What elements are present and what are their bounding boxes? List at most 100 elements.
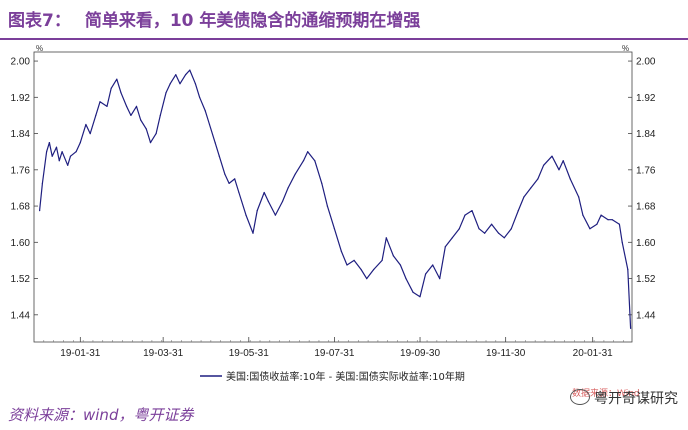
data-point bbox=[252, 232, 254, 234]
data-point bbox=[611, 219, 613, 221]
data-point bbox=[471, 210, 473, 212]
data-point bbox=[498, 232, 500, 234]
data-point bbox=[478, 228, 480, 230]
legend-label: 美国:国债收益率:10年 - 美国:国债实际收益率:10年期 bbox=[226, 370, 465, 383]
x-tick-label: 19-03-31 bbox=[143, 348, 183, 359]
data-point bbox=[419, 296, 421, 298]
data-point bbox=[159, 114, 161, 116]
data-point bbox=[589, 228, 591, 230]
data-point bbox=[116, 78, 118, 80]
chart: % 1.44 1.52 1.60 1.68 1.76 1.84 1.92 2.00 % 1.44 1… bbox=[11, 44, 656, 383]
data-point bbox=[558, 169, 560, 171]
data-point bbox=[392, 255, 394, 257]
data-point bbox=[444, 246, 446, 248]
data-point bbox=[79, 142, 81, 144]
data-point bbox=[58, 160, 60, 162]
data-point bbox=[385, 237, 387, 239]
data-point bbox=[458, 228, 460, 230]
data-point bbox=[326, 205, 328, 207]
data-point bbox=[149, 142, 152, 144]
data-point bbox=[145, 128, 147, 130]
y-tick-label-right: 1.44 bbox=[636, 310, 656, 321]
data-point bbox=[287, 187, 289, 189]
y-tick-label-left: 1.60 bbox=[11, 238, 31, 249]
y-tick-label-right: 2.00 bbox=[636, 57, 656, 68]
data-point bbox=[399, 264, 401, 266]
x-tick-label: 19-11-30 bbox=[486, 348, 526, 359]
data-point bbox=[381, 259, 383, 261]
series-line bbox=[39, 69, 632, 329]
data-point bbox=[618, 223, 621, 225]
data-point bbox=[169, 83, 171, 85]
data-point bbox=[75, 151, 77, 153]
data-point bbox=[307, 151, 309, 153]
data-point bbox=[263, 191, 265, 194]
data-point bbox=[551, 155, 553, 157]
y-tick-label-right: 1.68 bbox=[636, 202, 656, 213]
data-point bbox=[39, 210, 41, 212]
y-tick-label-left: 1.52 bbox=[11, 274, 31, 285]
figure-title: 图表7： 简单来看，10 年美债隐含的通缩预期在增强 bbox=[8, 6, 420, 31]
y-unit-right: % bbox=[622, 44, 629, 53]
data-source-stamp: 数据来源：Wind bbox=[572, 389, 640, 399]
data-point bbox=[135, 105, 138, 107]
data-point bbox=[238, 191, 240, 194]
data-point bbox=[214, 142, 216, 144]
data-point bbox=[67, 164, 69, 166]
data-point bbox=[596, 223, 598, 225]
data-point bbox=[366, 278, 368, 280]
series-layer bbox=[39, 69, 632, 329]
data-point bbox=[294, 173, 296, 175]
data-point bbox=[582, 214, 584, 216]
legend: 美国:国债收益率:10年 - 美国:国债实际收益率:10年期 bbox=[200, 370, 465, 383]
x-axis: 19-01-31 19-03-31 19-05-31 19-07-31 19-09-30… bbox=[43, 337, 624, 359]
x-tick-label: 19-07-31 bbox=[314, 348, 354, 359]
data-point bbox=[51, 155, 53, 157]
data-point bbox=[110, 87, 112, 89]
data-point bbox=[621, 241, 623, 243]
data-point bbox=[165, 92, 167, 94]
data-point bbox=[530, 187, 532, 189]
wechat-watermark: 粤开奇谋研究 bbox=[570, 388, 678, 408]
data-point bbox=[155, 133, 157, 135]
x-tick-label: 20-01-31 bbox=[573, 348, 613, 359]
data-point bbox=[185, 74, 187, 76]
data-point bbox=[412, 291, 414, 293]
data-point bbox=[451, 237, 453, 239]
data-point bbox=[61, 151, 63, 153]
data-point bbox=[224, 173, 226, 175]
data-point bbox=[204, 110, 206, 112]
data-point bbox=[484, 232, 486, 234]
data-point bbox=[425, 273, 427, 275]
data-point bbox=[69, 155, 72, 157]
figure-label: 图表7： bbox=[8, 11, 71, 31]
data-point bbox=[189, 69, 191, 71]
title-divider bbox=[0, 38, 688, 40]
y-tick-label-left: 2.00 bbox=[11, 57, 31, 68]
data-point bbox=[340, 250, 342, 252]
data-point bbox=[333, 228, 335, 230]
data-point bbox=[432, 264, 434, 266]
x-tick-label: 19-05-31 bbox=[229, 348, 269, 359]
plot-frame bbox=[33, 51, 633, 343]
data-point bbox=[234, 178, 236, 180]
data-point bbox=[600, 214, 602, 216]
data-point bbox=[140, 119, 142, 121]
data-point bbox=[199, 96, 201, 98]
y-unit-left: % bbox=[36, 44, 43, 53]
data-point bbox=[562, 160, 564, 162]
data-point bbox=[578, 196, 580, 198]
y-tick-label-right: 1.60 bbox=[636, 238, 656, 249]
x-tick-label: 19-01-31 bbox=[60, 348, 100, 359]
data-point bbox=[346, 264, 348, 266]
figure-title-text: 简单来看，10 年美债隐含的通缩预期在增强 bbox=[84, 11, 421, 31]
y-axis-left: % 1.44 1.52 1.60 1.68 1.76 1.84 1.92 2.00 bbox=[11, 44, 44, 321]
data-point bbox=[439, 278, 441, 280]
data-point bbox=[228, 182, 230, 184]
data-point bbox=[48, 142, 51, 144]
data-point bbox=[503, 237, 505, 239]
data-point bbox=[302, 160, 305, 162]
data-point bbox=[607, 219, 609, 221]
data-point bbox=[130, 114, 132, 116]
data-point bbox=[41, 182, 44, 184]
